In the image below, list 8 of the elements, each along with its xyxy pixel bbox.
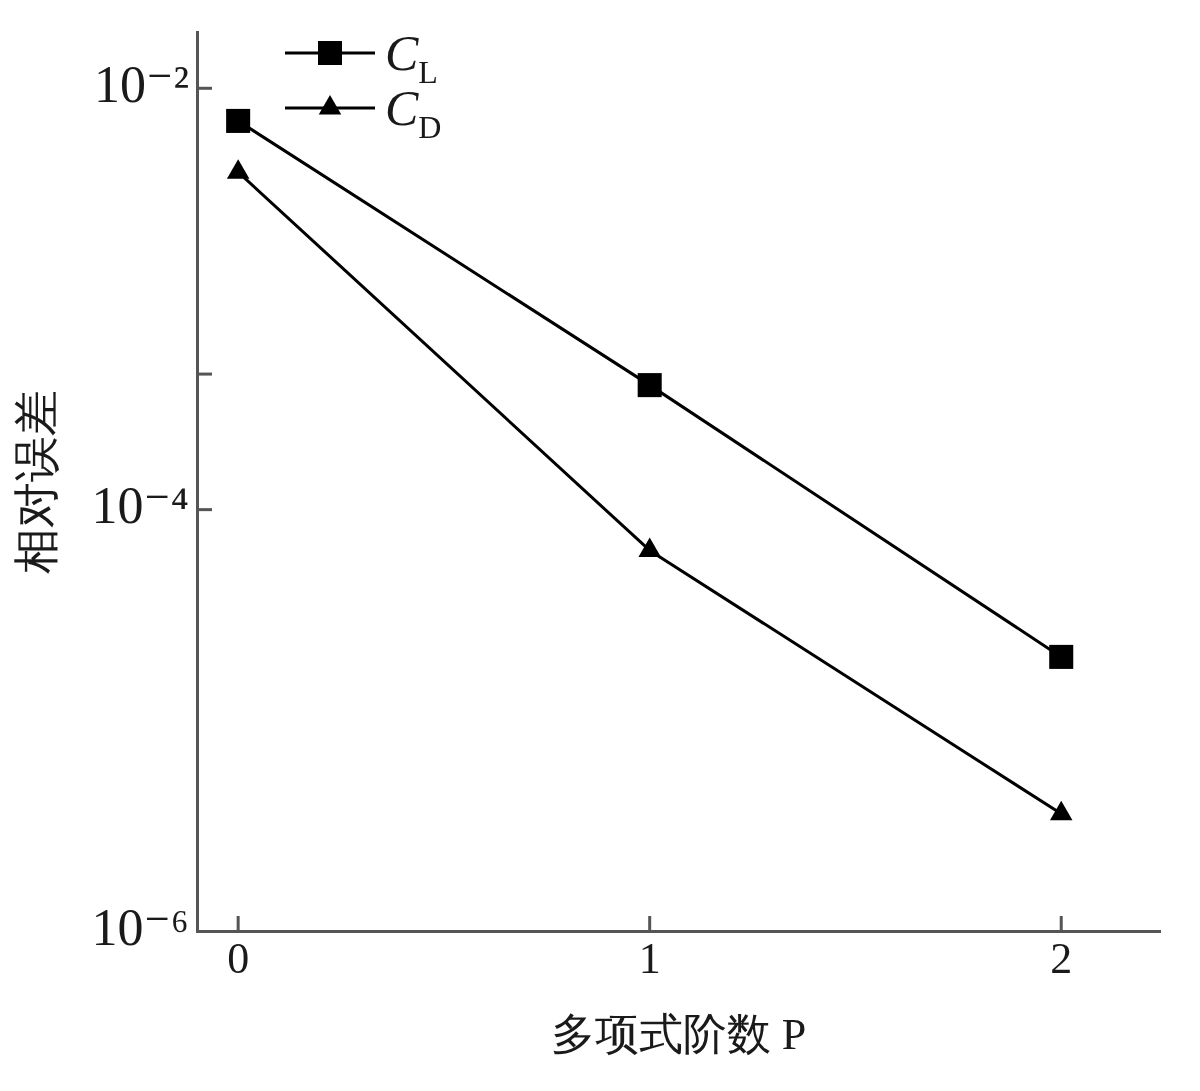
y-axis-title: 相对误差 xyxy=(10,389,62,574)
x-axis-title: 多项式阶数 P xyxy=(550,1010,807,1060)
y-tick-label: 10⁻² xyxy=(93,55,189,113)
y-tick-label: 10⁻⁶ xyxy=(91,898,189,956)
x-tick-label: 2 xyxy=(1050,933,1073,983)
x-tick-label: 0 xyxy=(227,933,250,983)
y-tick-label: 10⁻⁴ xyxy=(91,477,189,535)
x-tick-label: 1 xyxy=(638,933,661,983)
